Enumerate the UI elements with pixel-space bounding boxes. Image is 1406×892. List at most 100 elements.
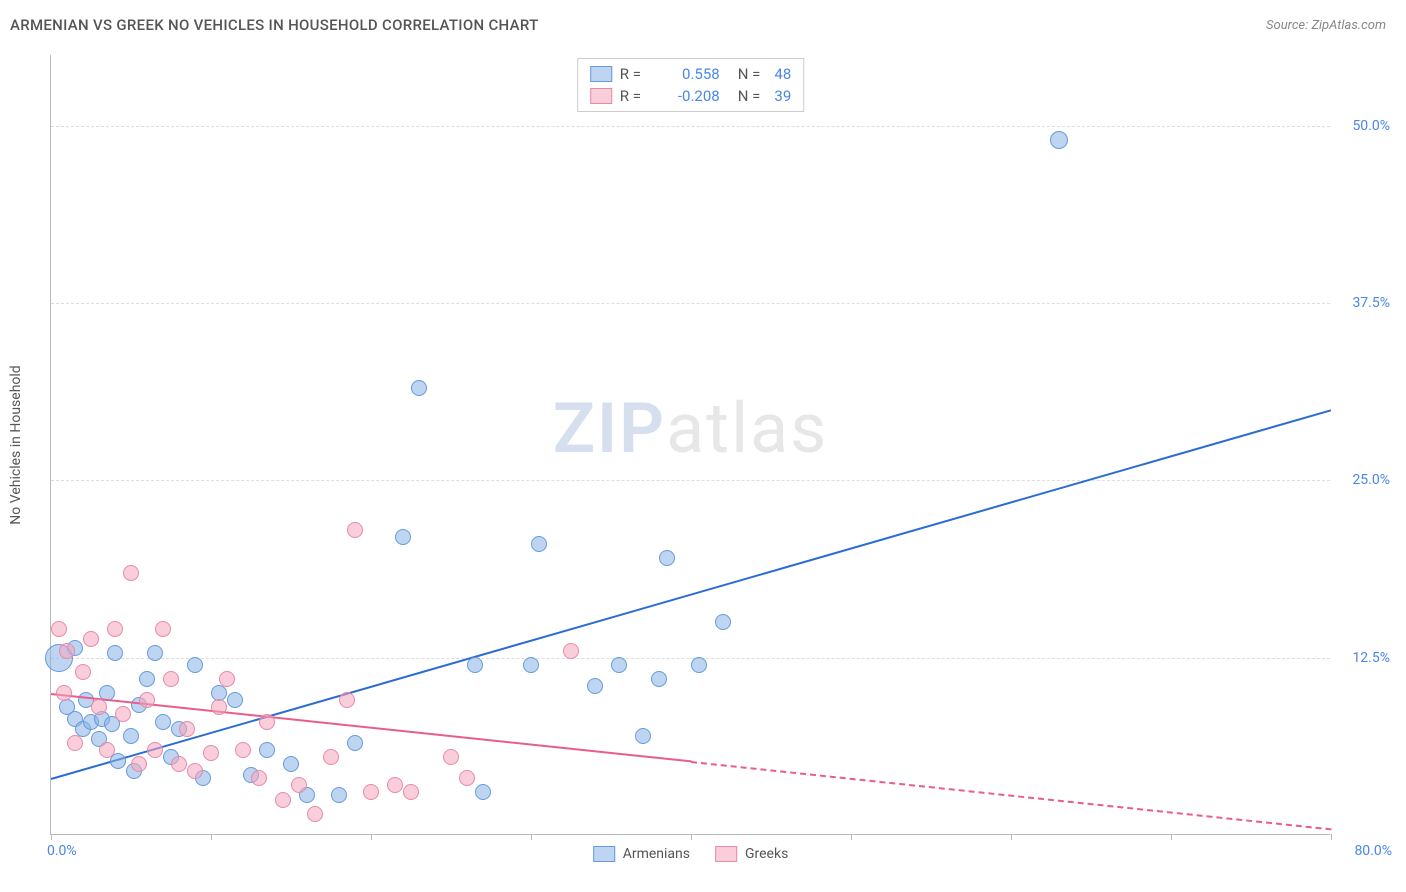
y-tick-label: 37.5% xyxy=(1335,295,1390,311)
scatter-point xyxy=(691,657,707,673)
gridline xyxy=(51,126,1330,127)
trend-line xyxy=(51,693,691,762)
scatter-point xyxy=(131,756,147,772)
scatter-point xyxy=(56,685,72,701)
legend-item: Armenians xyxy=(593,846,690,862)
scatter-point xyxy=(211,699,227,715)
scatter-point xyxy=(59,643,75,659)
scatter-point xyxy=(411,380,427,396)
scatter-point xyxy=(347,522,363,538)
correlation-legend: R =0.558N =48R =-0.208N =39 xyxy=(577,58,805,112)
scatter-point xyxy=(99,685,115,701)
r-value: -0.208 xyxy=(660,87,720,105)
legend-row: R =-0.208N =39 xyxy=(590,85,792,107)
scatter-point xyxy=(115,706,131,722)
x-tick xyxy=(211,834,212,840)
scatter-point xyxy=(99,742,115,758)
y-tick-label: 50.0% xyxy=(1335,118,1390,134)
scatter-point xyxy=(171,721,187,737)
scatter-point xyxy=(323,749,339,765)
scatter-point xyxy=(235,742,251,758)
legend-swatch xyxy=(590,88,612,104)
scatter-point xyxy=(75,664,91,680)
scatter-point xyxy=(443,749,459,765)
scatter-point xyxy=(275,792,291,808)
legend-label: Greeks xyxy=(745,846,788,862)
scatter-point xyxy=(523,657,539,673)
x-tick xyxy=(851,834,852,840)
x-tick xyxy=(531,834,532,840)
r-label: R = xyxy=(620,87,652,105)
scatter-point xyxy=(587,678,603,694)
scatter-point xyxy=(123,728,139,744)
x-tick xyxy=(1171,834,1172,840)
scatter-point xyxy=(659,550,675,566)
scatter-point xyxy=(475,784,491,800)
scatter-point xyxy=(195,770,211,786)
scatter-point xyxy=(203,745,219,761)
r-label: R = xyxy=(620,65,652,83)
chart-source: Source: ZipAtlas.com xyxy=(1266,18,1386,33)
legend-row: R =0.558N =48 xyxy=(590,63,792,85)
x-tick xyxy=(51,834,52,840)
scatter-point xyxy=(219,671,235,687)
scatter-point xyxy=(155,621,171,637)
scatter-point xyxy=(259,714,275,730)
gridline xyxy=(51,303,1330,304)
n-label: N = xyxy=(738,87,761,105)
scatter-point xyxy=(363,784,379,800)
n-value: 48 xyxy=(774,65,791,83)
x-tick xyxy=(691,834,692,840)
scatter-point xyxy=(91,699,107,715)
r-value: 0.558 xyxy=(660,65,720,83)
scatter-point xyxy=(467,657,483,673)
x-tick xyxy=(371,834,372,840)
scatter-point xyxy=(67,640,83,656)
legend-item: Greeks xyxy=(715,846,788,862)
watermark: ZIPatlas xyxy=(553,388,829,470)
scatter-point xyxy=(163,671,179,687)
scatter-point xyxy=(715,614,731,630)
legend-swatch xyxy=(590,66,612,82)
scatter-point xyxy=(59,699,75,715)
scatter-point xyxy=(339,692,355,708)
trend-line xyxy=(51,410,1332,781)
scatter-point xyxy=(110,753,126,769)
scatter-point xyxy=(83,714,99,730)
scatter-point xyxy=(291,777,307,793)
chart-container: ZIPatlas No Vehicles in Household 0.0% 8… xyxy=(50,55,1395,835)
scatter-point xyxy=(126,763,142,779)
source-link[interactable]: ZipAtlas.com xyxy=(1311,18,1386,33)
scatter-point xyxy=(104,716,120,732)
scatter-point xyxy=(611,657,627,673)
series-legend: Armenians Greeks xyxy=(593,846,789,862)
scatter-point xyxy=(243,767,259,783)
scatter-point xyxy=(107,645,123,661)
scatter-point xyxy=(227,692,243,708)
scatter-point xyxy=(563,643,579,659)
scatter-point xyxy=(131,697,147,713)
scatter-point xyxy=(531,536,547,552)
x-axis-min-label: 0.0% xyxy=(47,843,77,859)
scatter-point xyxy=(67,711,83,727)
legend-label: Armenians xyxy=(623,846,690,862)
y-tick-label: 12.5% xyxy=(1335,650,1390,666)
scatter-point xyxy=(395,529,411,545)
scatter-point xyxy=(179,721,195,737)
trend-line xyxy=(691,761,1331,830)
scatter-point xyxy=(187,763,203,779)
scatter-point xyxy=(147,645,163,661)
y-tick-label: 25.0% xyxy=(1335,472,1390,488)
x-axis-max-label: 80.0% xyxy=(1354,843,1392,859)
x-tick xyxy=(1331,834,1332,840)
scatter-point xyxy=(94,711,110,727)
scatter-point xyxy=(75,721,91,737)
scatter-point xyxy=(91,731,107,747)
scatter-point xyxy=(78,692,94,708)
legend-swatch xyxy=(715,846,737,862)
scatter-point xyxy=(163,749,179,765)
scatter-point xyxy=(387,777,403,793)
scatter-point xyxy=(171,756,187,772)
scatter-point xyxy=(299,787,315,803)
legend-swatch xyxy=(593,846,615,862)
